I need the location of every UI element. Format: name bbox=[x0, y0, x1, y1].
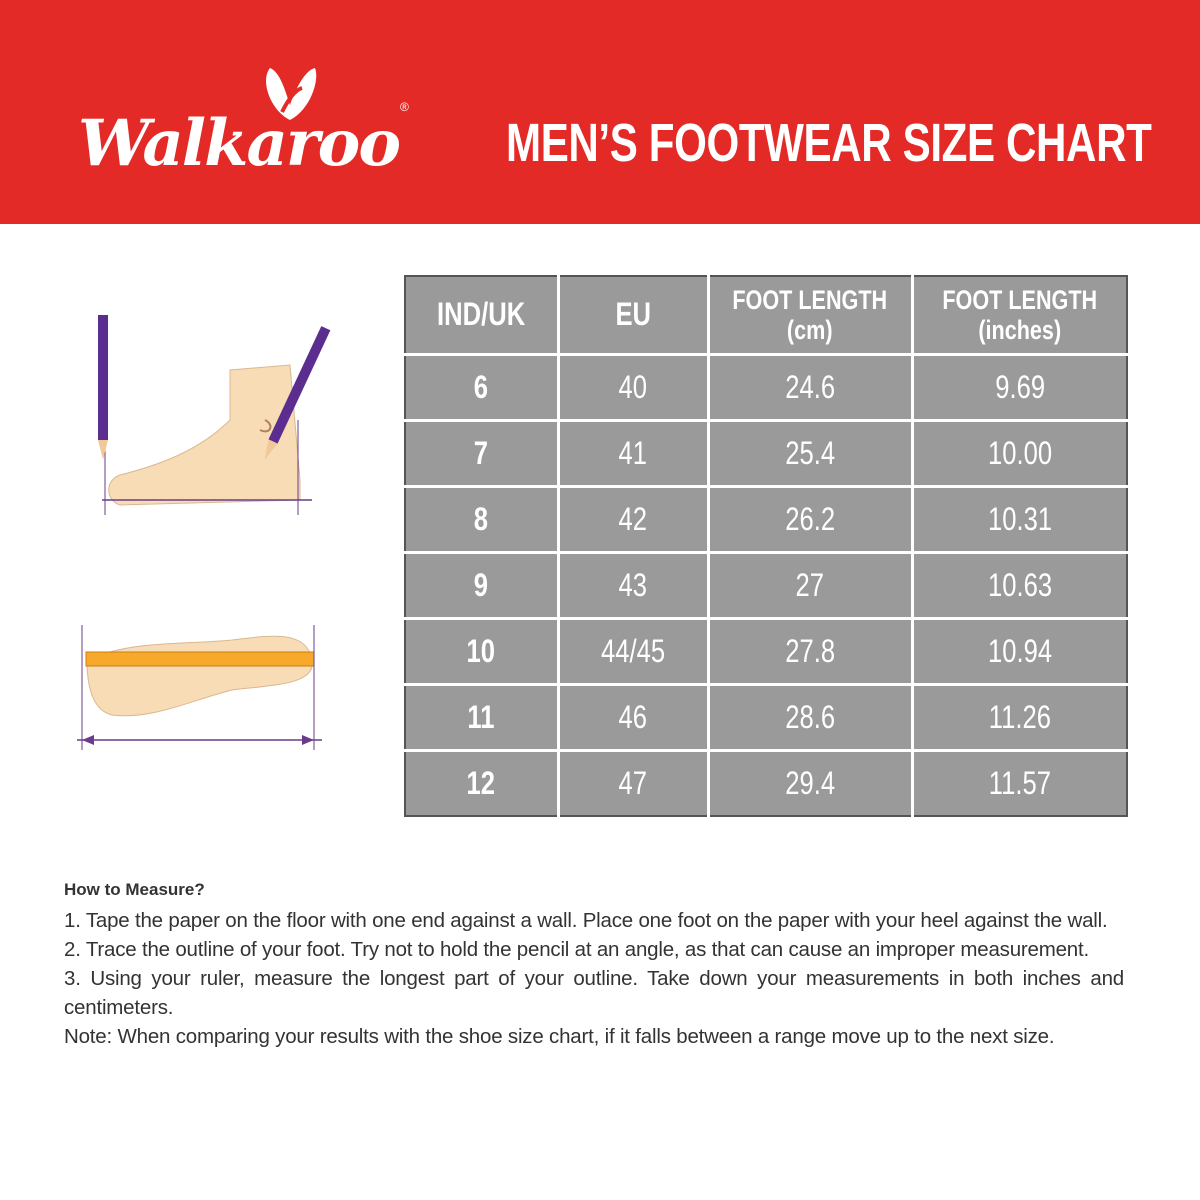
table-row: 6 40 24.6 9.69 bbox=[405, 352, 1127, 422]
table-row: 7 41 25.4 10.00 bbox=[405, 418, 1127, 488]
size-chart-table: IND/UK EU FOOT LENGTH (cm) FOOT LENGTH (in… bbox=[404, 275, 1128, 817]
foot-top-ruler-illustration bbox=[77, 625, 322, 750]
how-to-measure-heading: How to Measure? bbox=[64, 880, 205, 899]
col-foot-length-inches: FOOT LENGTH (inches) bbox=[910, 276, 1127, 356]
instruction-note: Note: When comparing your results with t… bbox=[64, 1025, 1055, 1048]
table-row: 11 46 28.6 11.26 bbox=[405, 682, 1127, 752]
pencil-icon bbox=[268, 326, 331, 444]
table-row: 10 44/45 27.8 10.94 bbox=[405, 616, 1127, 686]
instruction-step: 2. Trace the outline of your foot. Try n… bbox=[64, 938, 1089, 961]
header-banner: Walkaroo ® MEN’S FOOTWEAR SIZE CHART bbox=[0, 0, 1200, 224]
butterfly-logo-icon bbox=[266, 68, 317, 120]
ruler-icon bbox=[85, 651, 315, 667]
col-foot-length-cm: FOOT LENGTH (cm) bbox=[706, 276, 914, 356]
logo-wordmark: Walkaroo bbox=[78, 106, 401, 181]
table-row: 9 43 27 10.63 bbox=[405, 550, 1127, 620]
walkaroo-logo: Walkaroo ® bbox=[70, 60, 430, 200]
how-to-measure-section: How to Measure? 1. Tape the paper on the… bbox=[64, 875, 1124, 1051]
pencil-icon bbox=[98, 315, 108, 440]
table-row: 12 47 29.4 11.57 bbox=[405, 748, 1127, 816]
col-ind-uk: IND/UK bbox=[405, 276, 560, 356]
col-eu: EU bbox=[556, 276, 710, 356]
table-row: 8 42 26.2 10.31 bbox=[405, 484, 1127, 554]
instruction-step: 3. Using your ruler, measure the longest… bbox=[64, 967, 1124, 1019]
page-title: MEN’S FOOTWEAR SIZE CHART bbox=[506, 113, 1152, 173]
instruction-step: 1. Tape the paper on the floor with one … bbox=[64, 909, 1108, 932]
registered-mark: ® bbox=[400, 100, 409, 114]
foot-side-measure-illustration bbox=[98, 315, 331, 515]
table-header-row: IND/UK EU FOOT LENGTH (cm) FOOT LENGTH (in… bbox=[405, 276, 1127, 356]
